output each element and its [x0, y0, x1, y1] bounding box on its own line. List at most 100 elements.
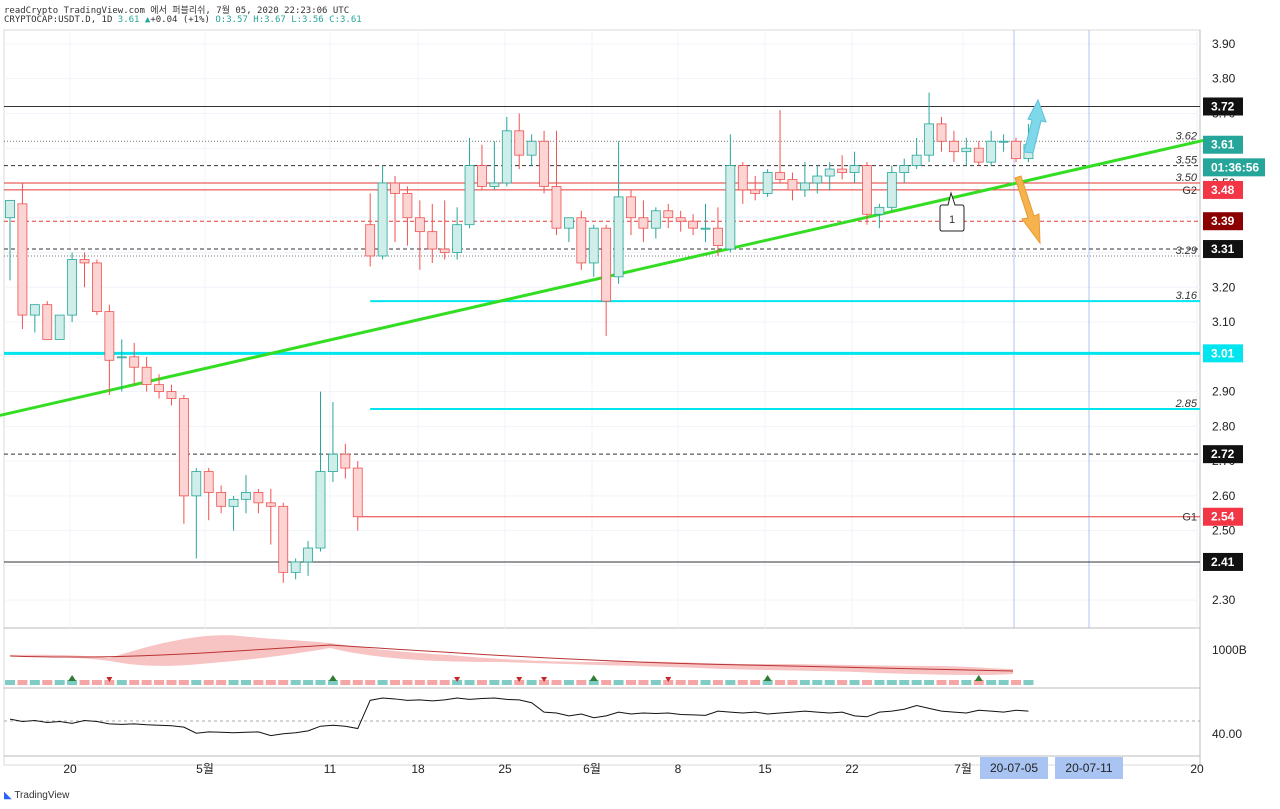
candle-body: [278, 505, 289, 573]
level-g-label: G1: [1182, 512, 1197, 524]
price-badge-label: 3.72: [1211, 99, 1235, 113]
candle-body: [713, 227, 723, 246]
volume-bar: [427, 680, 438, 685]
candle-body: [241, 492, 251, 500]
volume-bar: [91, 680, 102, 685]
candle-body: [663, 210, 674, 219]
candle-body: [874, 206, 885, 215]
volume-bar: [998, 680, 1009, 685]
x-tick-label: 8: [675, 762, 682, 776]
volume-bar: [700, 680, 711, 685]
y-tick-label: 3.20: [1212, 280, 1236, 294]
candle-body: [141, 366, 152, 386]
candle-body: [116, 356, 127, 359]
triangle-down-icon: [516, 677, 523, 682]
osc-axis-label: 40.00: [1212, 727, 1242, 741]
date-badge: [980, 757, 1048, 779]
candle-body: [787, 179, 798, 191]
volume-bar: [377, 680, 388, 685]
volume-bar: [837, 680, 848, 685]
volume-bar: [899, 680, 910, 685]
volume-bar: [501, 680, 512, 685]
publish-info: readCrypto TradingView.com 에서 퍼블리쉬, 7월 0…: [4, 6, 350, 16]
volume-bar: [104, 680, 115, 685]
volume-bar: [365, 680, 376, 685]
down-arrow-icon: [1014, 175, 1041, 245]
price-badge: [1203, 552, 1243, 571]
level-label: 3.16: [1176, 290, 1198, 302]
candle-body: [328, 453, 338, 472]
candle-body: [17, 203, 28, 316]
candle-body: [1011, 140, 1021, 160]
volume-bar: [116, 680, 127, 685]
ohlc-values: O:3.57 H:3.67 L:3.56 C:3.61: [215, 15, 362, 25]
triangle-up-icon: [328, 675, 337, 681]
volume-bar: [452, 680, 463, 685]
volume-bar: [526, 680, 537, 685]
candle-body: [924, 123, 934, 156]
y-tick-label: 3.80: [1212, 72, 1236, 86]
y-tick-label: 2.80: [1212, 419, 1236, 433]
volume-bar: [240, 680, 251, 685]
candle-body: [377, 182, 388, 257]
triangle-down-icon: [454, 677, 461, 682]
triangle-down-icon: [665, 677, 672, 682]
level-label: 2.85: [1175, 398, 1198, 410]
volume-bar: [489, 680, 500, 685]
volume-bar: [228, 680, 239, 685]
candle-body: [104, 311, 115, 361]
candle-body: [290, 561, 301, 573]
volume-bar: [17, 680, 28, 685]
price-badge-label: 3.31: [1211, 242, 1235, 256]
volume-bar: [812, 680, 823, 685]
triangle-up-icon: ▲: [144, 15, 151, 25]
symbol-name: CRYPTOCAP:USDT.D, 1D: [4, 15, 113, 25]
y-tick-label: 3.10: [1212, 315, 1236, 329]
volume-bar: [638, 680, 649, 685]
volume-bar: [352, 680, 363, 685]
candle-body: [265, 502, 276, 507]
price-badge-label: 2.72: [1211, 447, 1235, 461]
price-badge: [1203, 135, 1243, 154]
candle-body: [253, 492, 264, 504]
volume-bar: [178, 680, 189, 685]
candle-body: [899, 165, 910, 173]
candle-body: [526, 140, 537, 156]
candle-body: [340, 453, 351, 469]
volume-bar: [762, 680, 773, 685]
candle-body: [477, 165, 487, 187]
candle-body: [365, 224, 376, 257]
candle-body: [688, 220, 698, 229]
candle-body: [303, 547, 313, 563]
x-tick-label: 20-07-05: [990, 761, 1038, 775]
candle-body: [439, 248, 450, 253]
volume-bar: [402, 680, 413, 685]
candle-body: [936, 123, 947, 142]
volume-bar: [576, 680, 587, 685]
triangle-down-icon: [541, 677, 548, 682]
level-g-label: G2: [1182, 185, 1197, 197]
volume-bar: [775, 680, 786, 685]
y-tick-label: 2.60: [1212, 489, 1236, 503]
up-arrow-icon: [1023, 98, 1047, 154]
candle-body: [986, 140, 997, 163]
y-tick-label: 3.90: [1212, 37, 1236, 51]
volume-bar: [216, 680, 227, 685]
candle-body: [216, 492, 227, 507]
x-tick-label: 20: [1190, 762, 1204, 776]
candle-body: [576, 217, 587, 264]
volume-bar: [539, 680, 550, 685]
candle-body: [588, 227, 599, 264]
price-badge-label: 2.41: [1211, 555, 1235, 569]
volume-bar: [154, 680, 165, 685]
volume-bar: [849, 680, 860, 685]
candle-body: [352, 467, 363, 518]
volume-bar: [166, 680, 177, 685]
volume-bar: [54, 680, 65, 685]
candle-body: [626, 196, 636, 219]
volume-bar: [340, 680, 351, 685]
volume-bar: [973, 680, 984, 685]
volume-bar: [911, 680, 922, 685]
triangle-up-icon: [974, 675, 983, 681]
